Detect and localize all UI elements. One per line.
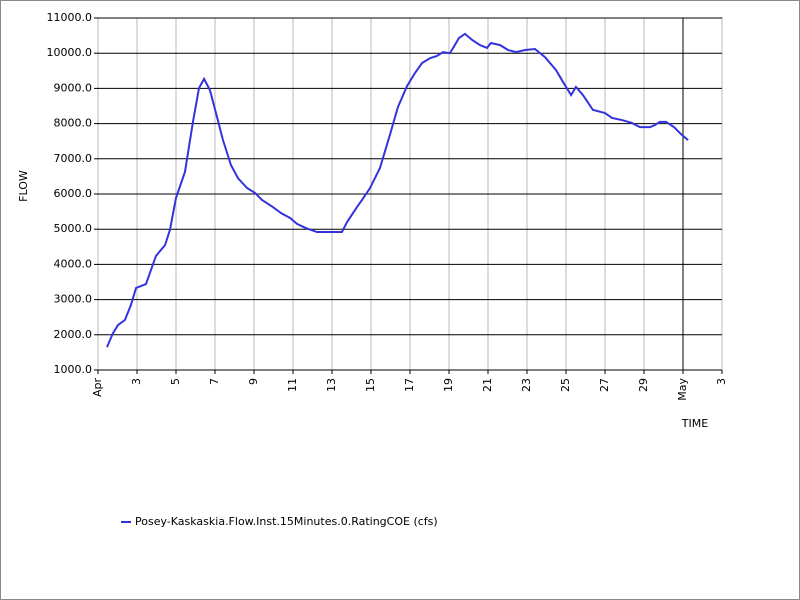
x-tick-label: 5 xyxy=(169,378,182,385)
legend-label: Posey-Kaskaskia.Flow.Inst.15Minutes.0.Ra… xyxy=(135,515,438,528)
y-tick-label: 9000.0 xyxy=(54,81,93,94)
x-tick-label: May xyxy=(676,378,689,401)
x-tick-label: 27 xyxy=(598,378,611,392)
y-tick-label: 8000.0 xyxy=(54,117,93,130)
x-tick-label: 3 xyxy=(130,378,143,385)
x-tick-label: 3 xyxy=(715,378,728,385)
y-tick-label: 1000.0 xyxy=(54,363,93,376)
y-tick-label: 7000.0 xyxy=(54,152,93,165)
x-tick-label: Apr xyxy=(91,378,104,398)
x-tick-label: 19 xyxy=(442,378,455,392)
x-tick-label: 29 xyxy=(637,378,650,392)
x-tick-label: 7 xyxy=(208,378,221,385)
x-tick-label: 13 xyxy=(325,378,338,392)
x-tick-label: 9 xyxy=(247,378,260,385)
x-tick-label: 21 xyxy=(481,378,494,392)
y-tick-label: 6000.0 xyxy=(54,187,93,200)
x-axis-title: TIME xyxy=(681,417,708,430)
y-tick-label: 10000.0 xyxy=(47,46,93,59)
x-tick-label: 25 xyxy=(559,378,572,392)
y-tick-label: 3000.0 xyxy=(54,293,93,306)
x-tick-label: 15 xyxy=(364,378,377,392)
y-tick-label: 5000.0 xyxy=(54,222,93,235)
x-tick-label: 11 xyxy=(286,378,299,392)
y-tick-label: 2000.0 xyxy=(54,328,93,341)
x-tick-label: 17 xyxy=(403,378,416,392)
y-tick-label: 4000.0 xyxy=(54,257,93,270)
x-tick-label: 23 xyxy=(520,378,533,392)
y-axis-title: FLOW xyxy=(17,170,30,202)
series-line xyxy=(106,32,689,348)
y-tick-label: 11000.0 xyxy=(47,11,93,24)
